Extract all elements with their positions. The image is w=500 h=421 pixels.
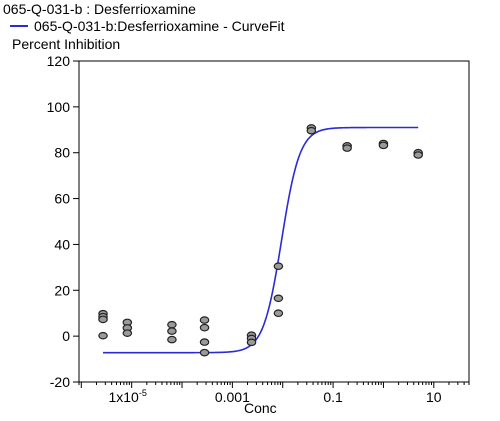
legend-item-label: 065-Q-031-b:Desferrioxamine - CurveFit — [34, 18, 285, 34]
data-point — [273, 309, 284, 318]
x-tick-label-base: 0.001 — [215, 389, 250, 405]
y-tick-label: -20 — [50, 374, 70, 390]
data-point — [342, 144, 352, 152]
y-tick-label: 60 — [54, 191, 70, 207]
y-tick-label: 40 — [54, 236, 70, 252]
data-point — [98, 331, 108, 340]
y-tick-label: 0 — [62, 328, 70, 344]
data-point — [199, 316, 210, 324]
legend-line-swatch — [10, 25, 28, 27]
y-tick-label: 100 — [47, 99, 71, 115]
data-point — [199, 338, 210, 346]
y-tick-label: 80 — [54, 145, 70, 161]
data-point — [167, 335, 177, 344]
x-tick-label: 10 — [426, 389, 442, 405]
curve-group — [103, 126, 419, 354]
y-tick-label: 20 — [54, 282, 70, 298]
data-point — [246, 338, 257, 347]
curve-fit-line — [103, 126, 419, 354]
x-tick-label: 0.1 — [323, 389, 343, 405]
x-tick-label-base: 0.1 — [323, 389, 343, 405]
x-tick-label: 1x10-5 — [108, 388, 146, 405]
legend-item-curvefit: 065-Q-031-b:Desferrioxamine - CurveFit — [10, 18, 285, 34]
data-point — [98, 315, 108, 324]
x-tick-label-exponent: -5 — [139, 388, 147, 398]
axes-group: -20 0 20 40 60 80 100 120 1x10-5 0.001 0.1 10 — [47, 53, 470, 405]
points-group — [98, 124, 424, 357]
data-point — [413, 151, 424, 159]
data-point — [306, 126, 317, 135]
legend-title: 065-Q-031-b : Desferrioxamine — [3, 1, 196, 17]
y-tick-label: 120 — [47, 53, 71, 69]
data-point — [199, 323, 210, 332]
y-axis-title: Percent Inhibition — [12, 36, 121, 52]
x-tick-label: 0.001 — [215, 389, 250, 405]
data-point — [378, 141, 389, 150]
data-point — [199, 348, 210, 357]
data-point — [167, 327, 177, 335]
x-tick-label-base: 1x10 — [108, 389, 139, 405]
data-point — [122, 329, 133, 337]
x-axis-title: Conc — [244, 400, 277, 416]
data-point — [273, 262, 284, 271]
data-point — [273, 294, 284, 303]
plot-frame — [78, 60, 470, 383]
x-tick-label-base: 10 — [426, 389, 442, 405]
data-point — [167, 320, 177, 329]
